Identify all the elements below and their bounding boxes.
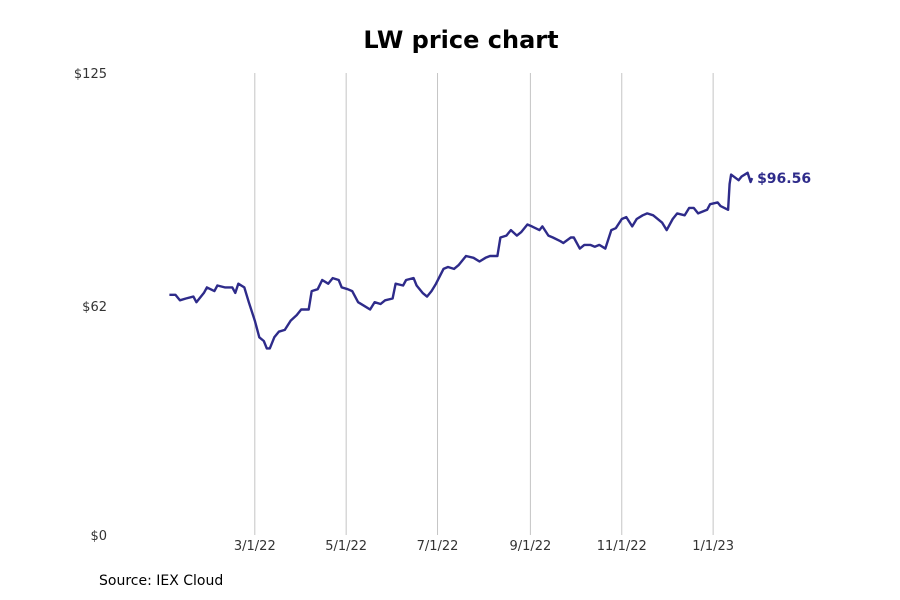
source-note: Source: IEX Cloud bbox=[99, 573, 224, 589]
x-tick-label: 5/1/22 bbox=[325, 539, 367, 554]
x-tick-label: 1/1/23 bbox=[692, 539, 734, 554]
x-axis-tick-labels: 3/1/22 5/1/22 7/1/22 9/1/22 11/1/22 1/1/23 bbox=[234, 539, 734, 554]
x-grid-lines bbox=[254, 73, 714, 535]
x-tick-label: 9/1/22 bbox=[509, 539, 551, 554]
x-tick-label: 7/1/22 bbox=[417, 539, 459, 554]
price-series-line bbox=[169, 171, 754, 350]
y-tick-label: $125 bbox=[74, 67, 107, 82]
x-tick-label: 3/1/22 bbox=[234, 539, 276, 554]
y-tick-label: $0 bbox=[90, 529, 107, 544]
x-tick-label: 11/1/22 bbox=[597, 539, 647, 554]
chart-title: LW price chart bbox=[363, 26, 559, 54]
last-price-label: $96.56 bbox=[757, 171, 811, 187]
y-axis-tick-labels: $0 $62 $125 bbox=[74, 67, 107, 544]
y-tick-label: $62 bbox=[82, 300, 107, 315]
